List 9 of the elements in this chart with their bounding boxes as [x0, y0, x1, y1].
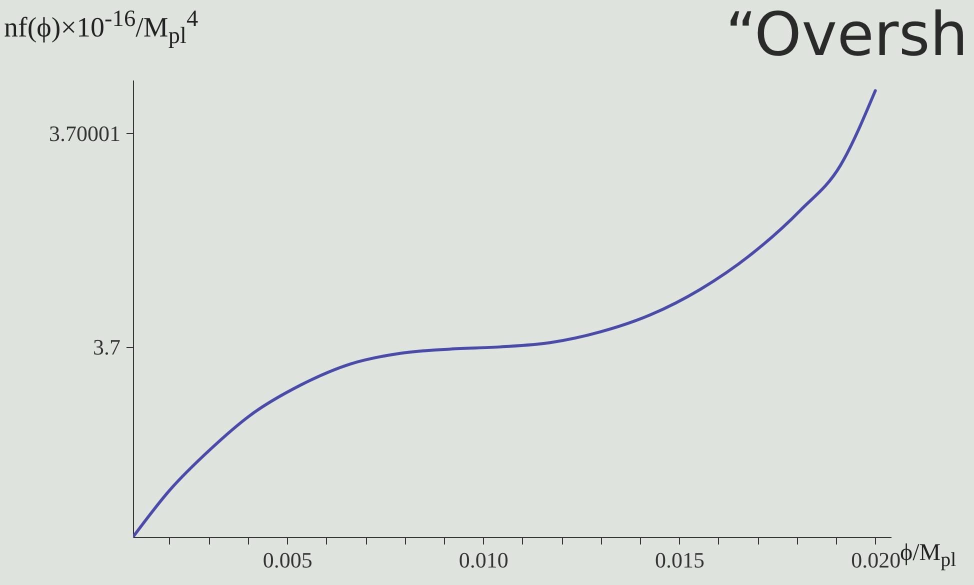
x-tick-label: 0.015: [654, 548, 704, 572]
x-tick-label: 0.010: [458, 548, 508, 572]
y-tick-label: 3.7: [93, 334, 120, 360]
x-axis-title: ϕ/M$_{pl}$: [900, 540, 956, 572]
x-tick-label: 0.020: [851, 548, 901, 572]
chart-title: “Oversh: [725, 0, 968, 70]
x-tick-label: 0.005: [262, 548, 312, 572]
y-tick-label: 3.70001: [49, 120, 120, 146]
line-series: [133, 89, 877, 537]
